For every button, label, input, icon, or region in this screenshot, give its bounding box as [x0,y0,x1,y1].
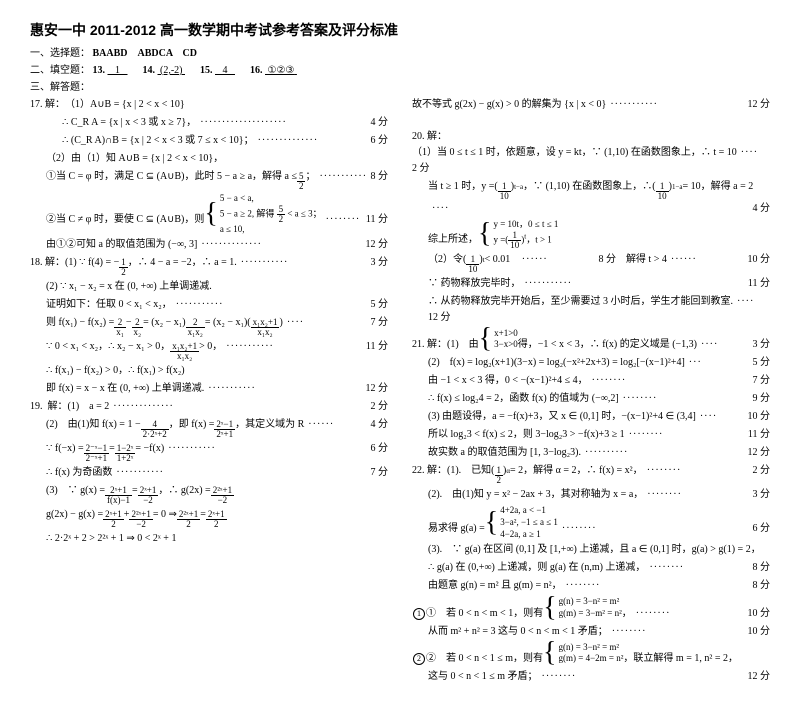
circled-1-icon: 1 [413,608,425,620]
q14-ans: (2,-2) [158,65,186,76]
left-column: 17. 解： （1）A∪B = {x | 2 < x < 10} ∴ C_R A… [30,95,388,687]
q18-l6: ∴ f(x₁) − f(x₂) > 0，∴ f(x₁) > f(x₂) [30,363,388,379]
mc-label: 一、选择题： [30,48,90,59]
q18-l2: (2) ∵ x₁ − x₂ = x 在 (0, +∞) 上单调递减. [30,279,388,295]
q17-l1b: ∴ C_R A = {x | x < 3 或 x ≥ 7}，··········… [30,115,388,131]
q14-num: 14. [143,65,156,76]
q22-c3: 2 ② 若 0 < n < 1 ≤ m，则有 { g(n) = 3−n² = m… [412,642,770,667]
q22-l6: 由题意 g(n) = m² 且 g(m) = n²，········8 分 [412,578,770,594]
q19-l4: ∴ f(x) 为奇函数···········7 分 [30,465,388,481]
q17-header: 17. 解： （1）A∪B = {x | 2 < x < 10} [30,97,388,113]
q18-l5: ∵ 0 < x₁ < x₂，∴ x₂ − x₁ > 0， x₁x₂+1x₁x₂ … [30,339,388,361]
q21-l7: 故实数 a 的取值范围为 [1, 3−log₂3).··········12 分 [412,445,770,461]
fill-section: 二、填空题： 13. 1 14. (2,-2) 15. 4 16. ①②③ [30,61,770,76]
q15-ans: 4 [215,65,235,76]
q17-l4: ②当 C ≠ φ 时，要使 C ⊆ (A∪B)，则 { 5 − a < a, 5… [30,193,388,235]
fill-label: 二、填空题： [30,65,90,76]
q21-l4: ∴ f(x) ≤ log₂4 = 2，函数 f(x) 的值域为 (−∞,2]··… [412,391,770,407]
mc-answers: BAABD ABDCA CD [93,48,197,59]
q22-l5: ∴ g(a) 在 (0,+∞) 上递减，则 g(a) 在 (n,m) 上递减，·… [412,560,770,576]
mc-section: 一、选择题： BAABD ABDCA CD [30,44,770,59]
q21-l5: (3) 由题设得，a = −f(x)+3，又 x ∈ (0,1] 时，−(x−1… [412,409,770,425]
q21-l3: 由 −1 < x < 3 得，0 < −(x−1)²+4 ≤ 4，·······… [412,373,770,389]
q19-l6: g(2x) − g(x) = 2ˣ+12 + 2²ˣ+1−2 = 0 ⇒ 2²ˣ… [30,507,388,529]
q17-l5: 由①②可知 a 的取值范围为 (−∞, 3]··············12 分 [30,237,388,253]
q19-l5: (3) ∵ g(x) = 2ˣ+1f(x)−1 = 2ˣ+1−2 ，∴ g(2x… [30,483,388,505]
q22-c2: 从而 m² + n² = 3 这与 0 < n < m < 1 矛盾；·····… [412,624,770,640]
q13-num: 13. [93,65,106,76]
q18-l7: 即 f(x) = x − x 在 (0, +∞) 上单调递减.·········… [30,381,388,397]
q13-ans: 1 [108,65,128,76]
q18-l4: 则 f(x₁) − f(x₂) = 2x₁− 2x₂ = (x₂ − x₁) 2… [30,315,388,337]
q22-c4: 这与 0 < n < 1 ≤ m 矛盾；········12 分 [412,669,770,685]
q19-l3: ∵ f(−x) = 2⁻ˣ−12⁻ˣ+1 = 1−2ˣ1+2ˣ = −f(x)·… [30,441,388,463]
q19-header: 19. 解： (1) a = 2··············2 分 [30,399,388,415]
q17-l3: ①当 C = φ 时，满足 C ⊆ (A∪B)，此时 5 − a ≥ a，解得 … [30,169,388,191]
q20-l6: ∴ 从药物释放完毕开始后，至少需要过 3 小时后，学生才能回到教室.····12… [412,294,770,326]
q19-l7: ∴ 2·2ˣ + 2 > 2²ˣ + 1 ⇒ 0 < 2ˣ + 1 [30,531,388,547]
q22-c1: 1 ① 若 0 < n < m < 1，则有 { g(n) = 3−n² = m… [412,596,770,621]
q22-l2: (2). 由(1)知 y = x² − 2ax + 3，其对称轴为 x = a，… [412,487,770,503]
q17-l1c: ∴ (C_R A)∩B = {x | 2 < x < 3 或 7 ≤ x < 1… [30,133,388,149]
q21-l6: 所以 log₂3 < f(x) ≤ 2，则 3−log₂3 > −f(x)+3 … [412,427,770,443]
q22-header: 22. 解： (1). 已知 (12)α = 2，解得 α = 2，∴ f(x)… [412,463,770,485]
q22-l4: (3). ∵ g(a) 在区间 (0,1] 及 [1,+∞) 上递减，且 a ∈… [412,542,770,558]
q20-header: 20. 解： （1）当 0 ≤ t ≤ 1 时，依题意，设 y = kt，∵ (… [412,129,770,177]
q16-ans: ①②③ [265,65,297,76]
q19-l2: (2) 由(1)知 f(x) = 1 − 42·2ˣ+2 ，即 f(x) = 2… [30,417,388,439]
q19-r1: 故不等式 g(2x) − g(x) > 0 的解集为 {x | x < 0}··… [412,97,770,113]
ans-label: 三、解答题： [30,78,770,93]
q16-num: 16. [250,65,263,76]
page-title: 惠安一中 2011-2012 高一数学期中考试参考答案及评分标准 [30,20,770,40]
q20-l2: 当 t ≥ 1 时，y = (110)t−a ，∵ (1,10) 在函数图象上，… [412,179,770,217]
q18-header: 18. 解： (1) ∵ f(4) = − 12 ，∴ 4 − a = −2，∴… [30,255,388,277]
content-columns: 17. 解： （1）A∪B = {x | 2 < x < 10} ∴ C_R A… [30,95,770,687]
q21-header: 21. 解： (1) 由 { x+1>03−x>0 得，−1 < x < 3，∴… [412,328,770,353]
q21-l2: (2) f(x) = log₂(x+1)(3−x) = log₂(−x²+2x+… [412,355,770,371]
circled-2-icon: 2 [413,653,425,665]
q15-num: 15. [200,65,213,76]
q18-l3: 证明如下：任取 0 < x₁ < x₂，···········5 分 [30,297,388,313]
q20-l4: （2）令 (110)t < 0.01 ······8 分 解得 t > 4···… [412,252,770,274]
q20-l5: ∵ 药物释放完毕时，···········11 分 [412,276,770,292]
q22-l3: 易求得 g(a) = { 4+2a, a < −13−a², −1 ≤ a ≤ … [412,505,770,540]
q17-l2: （2）由（1）知 A∪B = {x | 2 < x < 10}， [30,151,388,167]
q20-l3: 综上所述， { y = 10t，0 ≤ t ≤ 1 y =(110)t，t > … [412,219,770,250]
right-column: 故不等式 g(2x) − g(x) > 0 的解集为 {x | x < 0}··… [412,95,770,687]
